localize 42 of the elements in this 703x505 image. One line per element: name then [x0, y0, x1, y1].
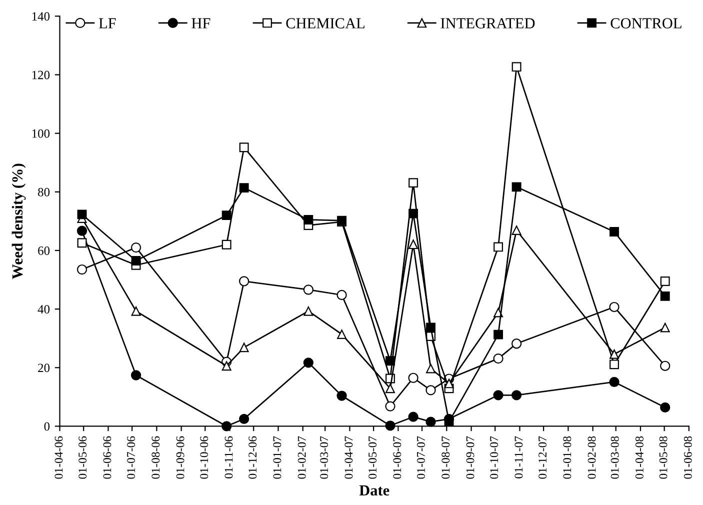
legend-label: HF: [192, 18, 210, 28]
x-tick-label: 01-03-07: [320, 436, 328, 479]
x-axis-title: Date: [359, 485, 390, 496]
legend-label: CHEMICAL: [286, 18, 364, 28]
x-tick-label: 01-05-06: [78, 436, 87, 479]
y-tick-label: 60: [38, 246, 50, 255]
y-tick-label: 40: [38, 305, 50, 314]
x-tick-label: 01-03-08: [610, 436, 619, 479]
x-tick-label: 01-04-08: [635, 436, 644, 479]
x-tick-label: 01-05-07: [368, 436, 377, 479]
x-tick-label: 01-10-06: [200, 436, 208, 479]
legend-label: LF: [98, 18, 116, 28]
x-tick-label: 01-10-07: [490, 436, 498, 479]
y-tick-label: 80: [38, 188, 50, 196]
x-tick-label: 01-11-07: [514, 436, 523, 478]
legend-label: INTEGRATED: [440, 18, 535, 28]
x-tick-label: 01-02-07: [298, 436, 306, 479]
x-tick-label: 01-04-06: [54, 436, 63, 479]
x-tick-label: 01-09-07: [466, 436, 474, 479]
x-tick-label: 01-06-08: [684, 436, 692, 479]
x-tick-label: 01-06-07: [393, 436, 402, 479]
x-tick-label: 01-11-06: [224, 436, 233, 478]
x-tick-label: 01-07-07: [417, 436, 425, 479]
x-tick-label: 01-12-07: [538, 436, 547, 479]
y-tick-label: 100: [32, 129, 50, 138]
y-tick-label: 140: [32, 12, 50, 21]
y-tick-label: 0: [44, 422, 50, 431]
x-tick-label: 01-05-08: [659, 436, 668, 479]
x-tick-label: 01-08-07: [442, 436, 450, 479]
x-tick-label: 01-01-08: [563, 436, 572, 479]
x-tick-label: 01-12-06: [248, 436, 257, 479]
legend-label: CONTROL: [610, 18, 682, 28]
y-tick-label: 20: [38, 364, 50, 372]
x-tick-label: 01-09-06: [176, 436, 184, 479]
x-tick-label: 01-08-06: [152, 436, 160, 479]
y-axis-title: Weed density (%): [12, 164, 26, 280]
x-tick-label: 01-02-08: [588, 436, 596, 479]
x-tick-label: 01-04-07: [344, 436, 353, 479]
x-tick-label: 01-06-06: [103, 436, 112, 479]
y-tick-label: 120: [32, 70, 50, 80]
x-tick-label: 01-01-07: [273, 436, 282, 479]
x-tick-label: 01-07-06: [127, 436, 136, 479]
